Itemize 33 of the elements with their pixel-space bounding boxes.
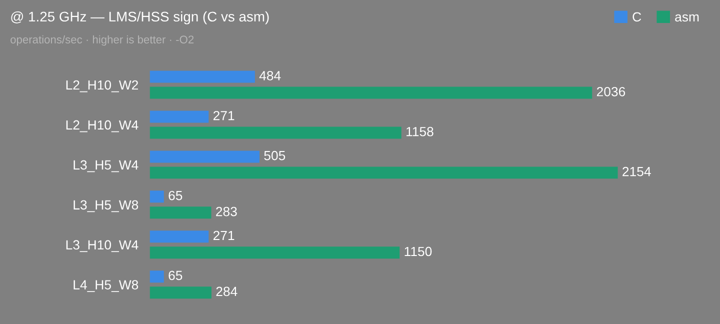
bar <box>150 206 212 219</box>
chart-title: @ 1.25 GHz — LMS/HSS sign (C vs asm) <box>11 11 269 24</box>
legend-label: C <box>632 12 642 22</box>
bar <box>150 86 592 99</box>
y-tick-label: L3_H5_W8 <box>74 200 138 212</box>
data-label: 1158 <box>406 126 434 136</box>
data-label: 2154 <box>622 166 651 176</box>
y-tick-label: L2_H10_W2 <box>66 80 138 92</box>
bar <box>150 110 209 123</box>
legend-label: asm <box>675 14 699 22</box>
data-label: 1150 <box>404 246 432 256</box>
bar <box>150 166 618 179</box>
bar <box>150 230 209 243</box>
y-tick-label: L3_H5_W4 <box>74 160 138 172</box>
data-label: 271 <box>213 110 234 120</box>
bar <box>150 126 402 139</box>
data-label: 2036 <box>596 86 626 96</box>
data-label: 484 <box>259 70 281 80</box>
bar <box>150 190 164 203</box>
y-tick-label: L3_H10_W4 <box>66 240 138 252</box>
y-tick-label: L4_H5_W8 <box>74 280 138 292</box>
data-label: 65 <box>168 190 182 200</box>
data-label: 271 <box>213 230 234 240</box>
bar <box>150 70 255 83</box>
bar <box>150 270 164 283</box>
y-tick-label: L2_H10_W4 <box>66 120 138 132</box>
data-label: 283 <box>216 206 237 216</box>
bar <box>150 286 212 299</box>
data-label: 284 <box>216 286 238 296</box>
data-label: 505 <box>264 150 286 160</box>
data-label: 65 <box>168 270 182 280</box>
bar <box>150 150 260 163</box>
bar <box>150 246 400 259</box>
